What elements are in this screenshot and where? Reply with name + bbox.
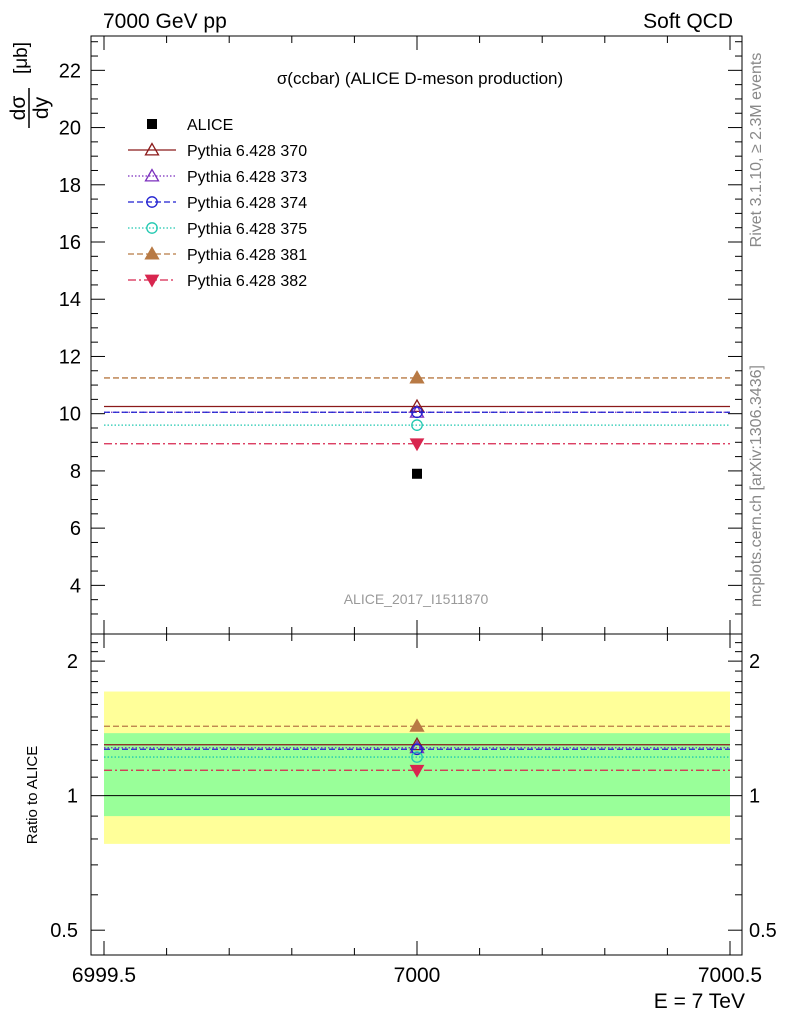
y-axis-label-unit: [μb] bbox=[11, 42, 32, 74]
ratio-tick-label-left: 2 bbox=[67, 651, 78, 673]
x-tick-label: 7000.5 bbox=[698, 964, 762, 987]
x-tick-label: 6999.5 bbox=[72, 964, 136, 987]
ratio-tick-label-left: 0.5 bbox=[50, 920, 78, 942]
legend-marker-alice bbox=[147, 119, 157, 129]
ratio-tick-label-left: 1 bbox=[67, 786, 78, 808]
series-marker-pythia-6-428-374 bbox=[411, 406, 423, 419]
y-tick-label: 14 bbox=[59, 289, 81, 311]
ratio-tick-label-right: 1 bbox=[749, 786, 760, 808]
ratio-tick-label-right: 0.5 bbox=[749, 920, 777, 942]
legend-label-pythia-6-428-370: Pythia 6.428 370 bbox=[187, 143, 307, 160]
rivet-version-label: Rivet 3.1.10, ≥ 2.3M events bbox=[748, 53, 765, 248]
x-axis-label: E = 7 TeV bbox=[654, 990, 745, 1013]
y-tick-label: 18 bbox=[59, 175, 81, 197]
ratio-marker-pythia-6-428-375 bbox=[411, 751, 423, 763]
analysis-watermark: ALICE_2017_I1511870 bbox=[344, 591, 489, 607]
legend-label-pythia-6-428-382: Pythia 6.428 382 bbox=[187, 273, 307, 290]
ratio-axis-label: Ratio to ALICE bbox=[24, 746, 41, 844]
header-left: 7000 GeV pp bbox=[103, 10, 227, 33]
legend-label-alice: ALICE bbox=[187, 117, 233, 134]
y-tick-label: 10 bbox=[59, 404, 81, 426]
y-axis-label-numerator: dσ bbox=[7, 96, 30, 121]
chart-title: σ(ccbar) (ALICE D-meson production) bbox=[277, 69, 563, 88]
ratio-tick-label-right: 2 bbox=[749, 651, 760, 673]
legend-marker-pythia-6-428-374 bbox=[146, 196, 158, 208]
y-tick-label: 22 bbox=[59, 60, 81, 82]
y-tick-label: 6 bbox=[70, 518, 81, 540]
series-marker-pythia-6-428-375 bbox=[411, 419, 423, 431]
ratio-marker-pythia-6-428-373 bbox=[409, 739, 425, 754]
y-tick-label: 8 bbox=[70, 461, 81, 483]
mcplots-label: mcplots.cern.ch [arXiv:1306.3436] bbox=[748, 365, 765, 607]
series-marker-pythia-6-428-370 bbox=[409, 398, 425, 413]
legend-marker-pythia-6-428-375 bbox=[146, 222, 158, 234]
legend-marker-pythia-6-428-382 bbox=[144, 274, 160, 288]
data-point-alice bbox=[412, 468, 422, 479]
y-tick-label: 4 bbox=[70, 575, 81, 597]
legend-label-pythia-6-428-375: Pythia 6.428 375 bbox=[187, 221, 307, 238]
x-tick-label: 7000 bbox=[394, 964, 441, 987]
ratio-marker-pythia-6-428-370 bbox=[409, 736, 425, 751]
header-right: Soft QCD bbox=[643, 10, 733, 33]
legend-label-pythia-6-428-374: Pythia 6.428 374 bbox=[187, 195, 307, 212]
ratio-marker-pythia-6-428-382 bbox=[409, 764, 425, 778]
y-tick-label: 20 bbox=[59, 118, 81, 140]
series-marker-pythia-6-428-382 bbox=[409, 438, 425, 452]
main-panel: 4 6 8 10 12 14 16 18 20 22 bbox=[59, 35, 743, 635]
legend: ALICE Pythia 6.428 370 Pythia 6.428 373 Pyt… bbox=[128, 117, 307, 290]
legend-label-pythia-6-428-373: Pythia 6.428 373 bbox=[187, 169, 307, 186]
legend-marker-pythia-6-428-370 bbox=[144, 142, 160, 156]
legend-marker-pythia-6-428-373 bbox=[144, 168, 160, 182]
legend-label-pythia-6-428-381: Pythia 6.428 381 bbox=[187, 247, 307, 264]
series-marker-pythia-6-428-381 bbox=[409, 370, 425, 384]
legend-marker-pythia-6-428-381 bbox=[144, 246, 160, 260]
y-tick-label: 16 bbox=[59, 232, 81, 254]
y-tick-label: 12 bbox=[59, 346, 81, 368]
ratio-marker-pythia-6-428-374 bbox=[411, 743, 423, 756]
ratio-panel: 6999.5 7000 7000.5 0.5 0.5 1 1 2 2 bbox=[50, 633, 777, 987]
ratio-marker-pythia-6-428-381 bbox=[409, 718, 425, 732]
y-axis-label-denominator: dy bbox=[30, 96, 53, 119]
